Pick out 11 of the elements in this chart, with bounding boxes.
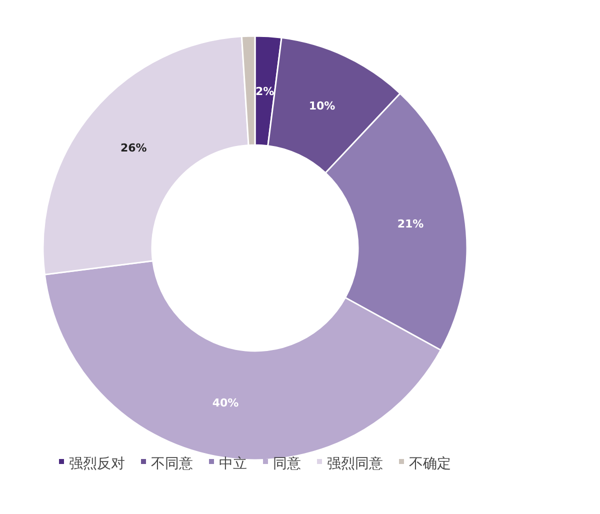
data-label: 2% <box>256 84 274 98</box>
data-label: 26% <box>120 142 147 155</box>
data-label: 21% <box>397 217 424 230</box>
data-label: 10% <box>308 99 336 112</box>
legend-label: 强烈反对 <box>69 456 125 472</box>
legend-label: 不同意 <box>151 456 193 472</box>
legend-label: 不确定 <box>409 456 451 472</box>
legend-label: 中立 <box>219 456 247 472</box>
legend-label: 同意 <box>273 456 301 472</box>
data-label: 40% <box>212 396 239 410</box>
legend-label: 强烈同意 <box>327 456 383 472</box>
